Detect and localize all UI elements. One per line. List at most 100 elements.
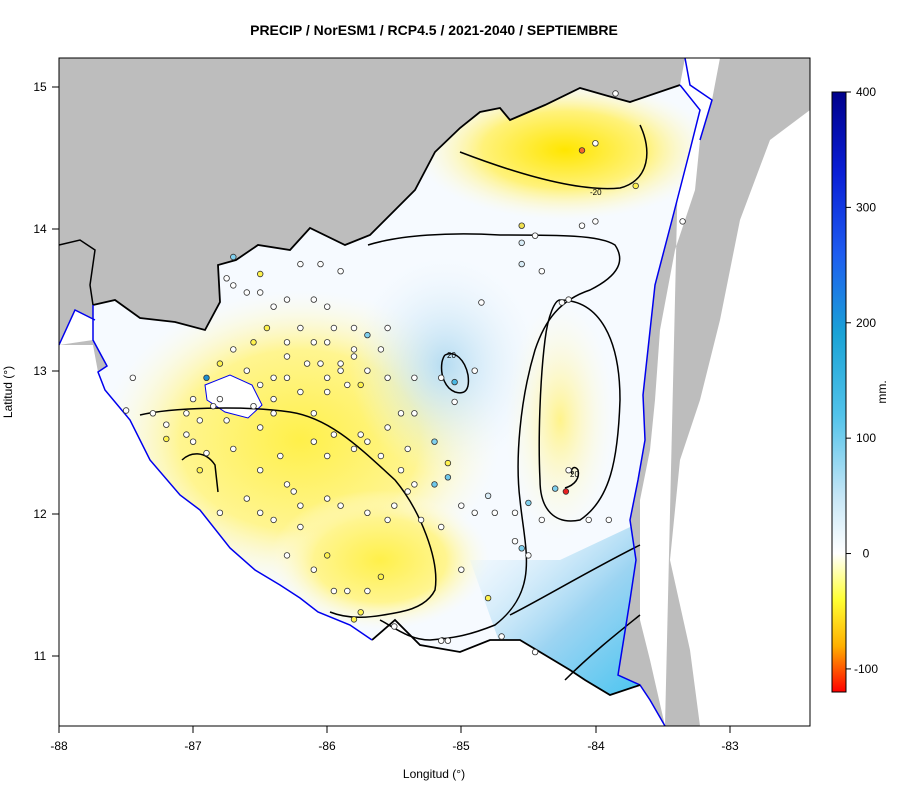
station-marker	[283, 353, 291, 360]
contour-southeast-1	[509, 544, 641, 616]
station-marker	[578, 147, 586, 154]
station-marker	[310, 438, 317, 445]
contour-lines	[139, 124, 648, 681]
station-marker	[216, 509, 224, 516]
station-marker	[196, 467, 203, 474]
station-marker	[350, 324, 358, 332]
x-tick-label: -88	[50, 739, 68, 753]
station-marker	[484, 492, 492, 499]
x-tick: -87	[184, 726, 202, 753]
honduras-border	[92, 84, 681, 332]
station-marker	[230, 253, 237, 261]
contour-west	[139, 407, 437, 619]
colorbar-tick-label: 300	[856, 200, 876, 214]
station-marker	[558, 299, 566, 306]
station-marker	[317, 260, 324, 268]
honduras-coastline	[684, 57, 713, 141]
station-marker	[330, 587, 338, 595]
station-marker	[270, 395, 277, 403]
station-marker	[270, 516, 277, 524]
station-marker	[189, 438, 197, 445]
y-axis-title: Latitud (°)	[1, 366, 15, 418]
y-tick: 15	[33, 80, 59, 94]
contour-east-inner	[564, 466, 580, 489]
station-marker	[163, 435, 170, 443]
station-marker	[283, 339, 291, 346]
station-marker	[243, 367, 250, 374]
station-marker	[324, 452, 331, 460]
station-marker	[277, 452, 284, 460]
station-marker	[310, 410, 317, 417]
contour-label-central: 20	[447, 351, 456, 360]
station-marker	[189, 395, 197, 403]
station-marker	[257, 270, 264, 278]
station-marker	[270, 410, 277, 417]
station-marker	[330, 324, 338, 332]
station-marker	[458, 502, 465, 509]
y-tick-label: 13	[33, 364, 47, 378]
station-marker	[163, 421, 170, 428]
x-axis-title: Longitud (°)	[403, 767, 465, 781]
station-marker	[183, 410, 190, 417]
contour-zero	[367, 233, 621, 641]
station-marker	[525, 552, 532, 559]
station-marker	[451, 398, 458, 406]
pacific-ocean	[59, 345, 665, 726]
y-tick-label: 14	[33, 222, 47, 236]
station-marker	[364, 331, 371, 339]
station-marker	[357, 609, 364, 616]
station-marker	[230, 445, 237, 453]
station-marker	[283, 296, 291, 303]
station-marker	[303, 360, 311, 367]
fonseca-coastline	[58, 308, 96, 346]
station-marker	[317, 360, 324, 367]
station-marker	[243, 289, 250, 296]
station-marker	[297, 502, 304, 509]
y-tick: 13	[33, 364, 59, 378]
station-marker	[250, 339, 257, 346]
caribbean-sea-north	[690, 58, 700, 110]
colorbar-tick-label: 0	[863, 547, 870, 561]
station-marker	[324, 552, 331, 559]
station-marker	[444, 637, 452, 644]
station-marker	[565, 467, 572, 474]
anomaly-southwest-dry	[270, 490, 490, 630]
station-marker	[344, 381, 351, 389]
colorbar-ramp	[831, 91, 847, 693]
station-marker	[391, 502, 398, 509]
y-axis: 11 12 13 14 15	[33, 80, 60, 663]
station-marker	[518, 260, 525, 268]
x-axis: -88 -87 -86 -85 -84 -83	[50, 725, 739, 753]
station-marker	[484, 594, 492, 602]
station-marker	[444, 459, 452, 467]
y-tick-label: 12	[33, 507, 47, 521]
map-title: PRECIP / NorESM1 / RCP4.5 / 2021-2040 / …	[250, 22, 618, 38]
station-marker	[592, 140, 599, 147]
station-marker	[257, 509, 264, 516]
station-marker	[511, 509, 519, 516]
station-marker	[297, 324, 304, 332]
station-marker	[417, 516, 425, 524]
station-marker	[283, 481, 291, 488]
station-marker	[337, 502, 344, 509]
station-marker	[592, 218, 599, 225]
x-tick: -83	[721, 726, 739, 753]
x-tick: -88	[50, 726, 68, 753]
station-marker	[230, 282, 237, 289]
anomaly-central-wet	[350, 255, 540, 475]
station-marker	[531, 232, 539, 239]
station-marker	[324, 388, 331, 396]
station-marker	[257, 289, 264, 296]
station-points	[122, 90, 686, 656]
station-marker	[297, 260, 304, 268]
station-marker	[324, 303, 331, 310]
station-marker	[344, 587, 351, 595]
costa-rica-border	[371, 618, 641, 696]
lake-managua	[204, 374, 263, 419]
x-tick: -84	[587, 726, 605, 753]
station-marker	[679, 218, 686, 225]
station-marker	[565, 296, 572, 303]
station-marker	[250, 403, 257, 410]
x-tick: -86	[318, 726, 336, 753]
station-marker	[350, 445, 358, 453]
